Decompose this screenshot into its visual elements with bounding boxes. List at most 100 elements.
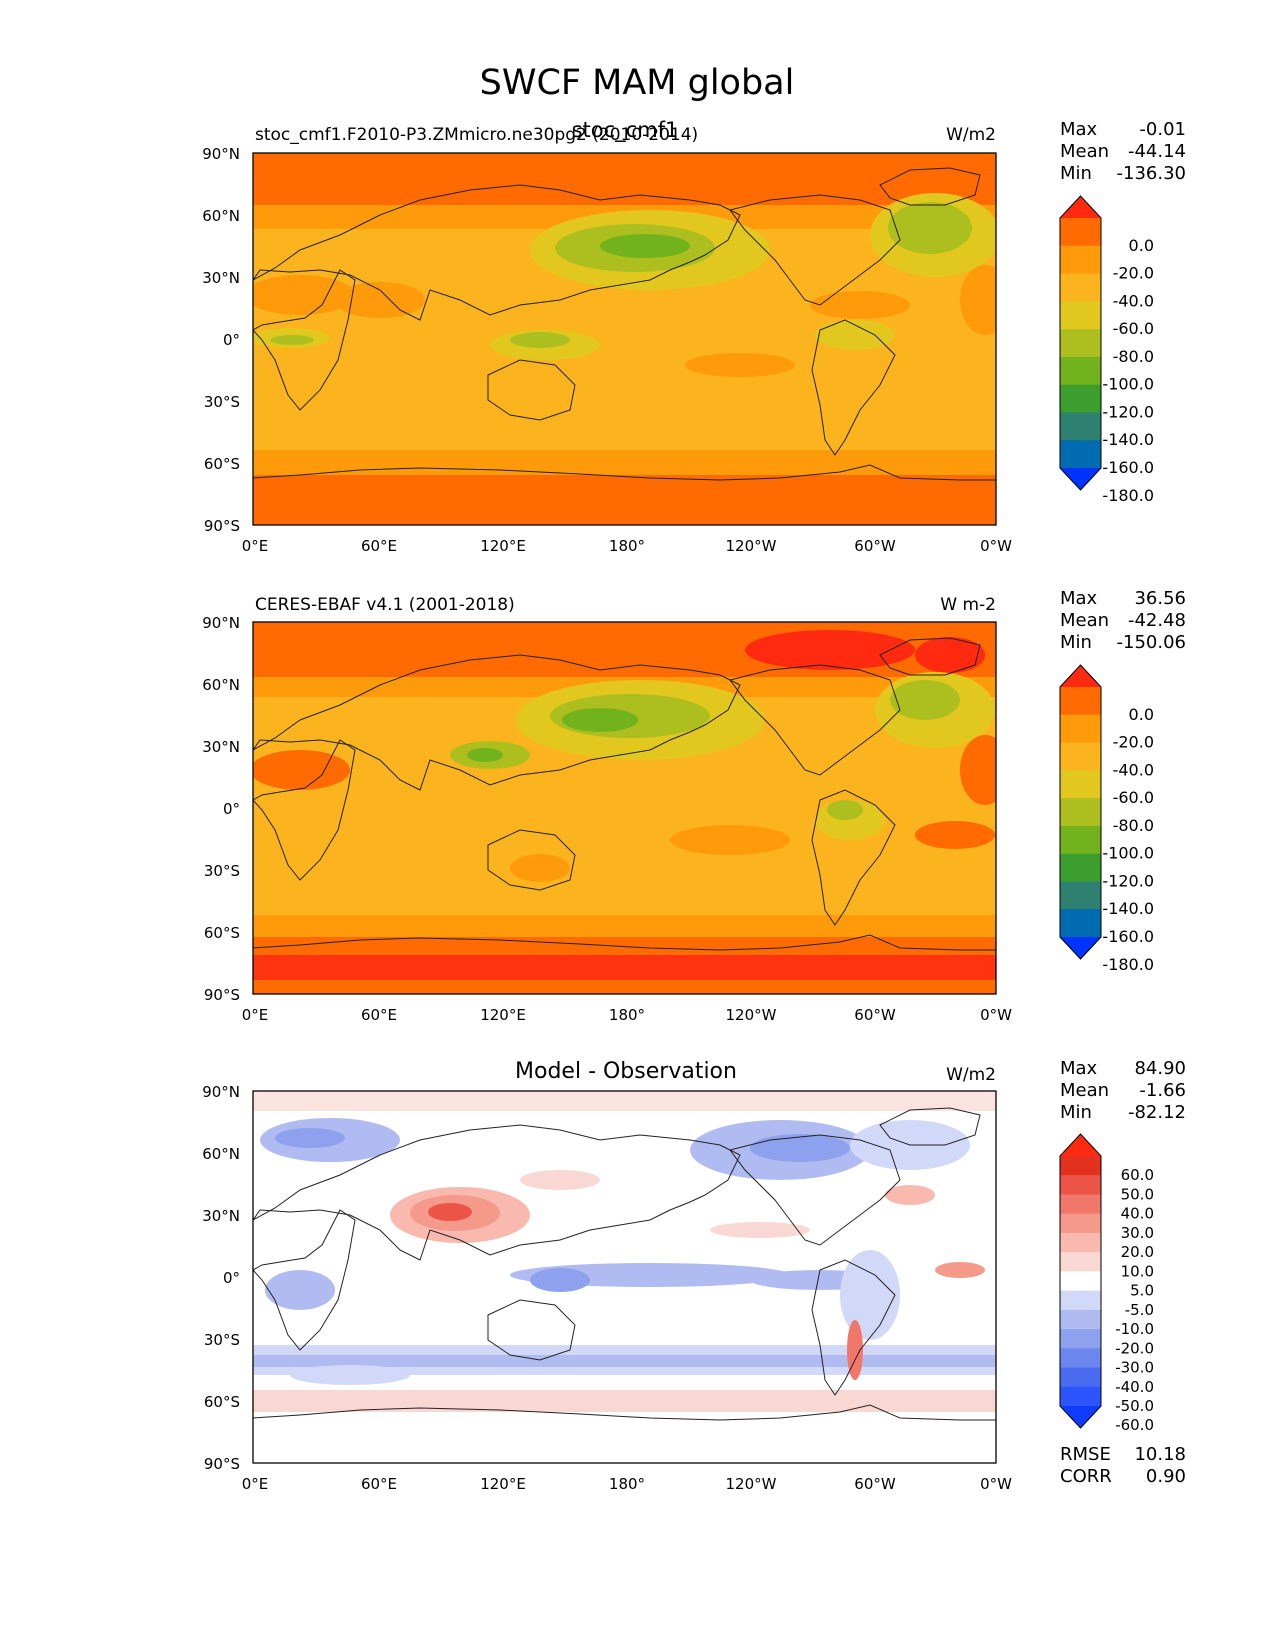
ytick-label: 60°S	[204, 924, 240, 942]
xtick-label: 0°W	[980, 537, 1012, 555]
panel-diff: Model - Observation W/m2	[202, 1058, 1186, 1493]
ytick-label: 90°S	[204, 1455, 240, 1473]
panel-obs-frame	[252, 621, 997, 995]
colorbar-segment	[1060, 384, 1101, 413]
colorbar-segment	[1060, 770, 1101, 799]
xtick-label: 60°W	[854, 1006, 896, 1024]
colorbar-extend-top	[1060, 196, 1101, 218]
panel-obs-colorbar: 0.0 -20.0 -40.0 -60.0 -80.0 -100.0 -120.0 -140.…	[1059, 664, 1154, 974]
panel-model-coastlines	[253, 167, 996, 481]
panel-model-colorbar: 0.0 -20.0 -40.0 -60.0 -80.0 -100.0 -120.0 -140.…	[1059, 195, 1154, 505]
colorbar-tick-label: -10.0	[1115, 1320, 1154, 1338]
panel-diff-title: Model - Observation	[515, 1059, 737, 1084]
colorbar-tick-label: 10.0	[1121, 1262, 1154, 1280]
colorbar-segment	[1060, 1386, 1101, 1407]
colorbar-segment	[1060, 301, 1101, 330]
ytick-label: 90°N	[202, 145, 240, 163]
colorbar-segment	[1060, 329, 1101, 358]
stat-mean-label: Mean	[1060, 141, 1109, 162]
colorbar-tick-label: -30.0	[1115, 1359, 1154, 1377]
colorbar-segment	[1060, 1213, 1101, 1234]
stat-corr-label: CORR	[1060, 1466, 1112, 1487]
ytick-label: 30°N	[202, 269, 240, 287]
colorbar-segment	[1060, 1252, 1101, 1272]
xtick-label: 180°	[609, 537, 645, 555]
colorbar-segment	[1060, 909, 1101, 938]
colorbar-tick-label: -100.0	[1102, 375, 1154, 394]
colorbar-extend-bottom	[1060, 937, 1101, 959]
colorbar-tick-label: -40.0	[1113, 291, 1154, 310]
stat-min-label: Min	[1060, 1102, 1092, 1123]
colorbar-segment	[1060, 440, 1101, 469]
colorbar-segment	[1060, 853, 1101, 882]
figure-title: SWCF MAM global	[480, 63, 795, 103]
xtick-label: 180°	[609, 1006, 645, 1024]
colorbar-segment	[1060, 245, 1101, 275]
stat-min-value: -150.06	[1117, 632, 1186, 653]
colorbar-tick-label: 60.0	[1121, 1166, 1154, 1184]
colorbar-tick-label: -160.0	[1102, 927, 1154, 946]
colorbar-tick-label: -140.0	[1102, 430, 1154, 449]
stat-max-value: 84.90	[1134, 1058, 1186, 1079]
panel-diff-map	[253, 1091, 996, 1463]
ytick-label: 0°	[223, 1269, 240, 1287]
ytick-label: 30°N	[202, 1207, 240, 1225]
colorbar-tick-label: 50.0	[1121, 1185, 1154, 1203]
xtick-label: 120°E	[480, 1006, 526, 1024]
panel-obs-stats: Max 36.56 Mean -42.48 Min -150.06	[1060, 588, 1186, 653]
colorbar-tick-label: -60.0	[1113, 319, 1154, 338]
ytick-label: 30°S	[204, 862, 240, 880]
stat-min-label: Min	[1060, 632, 1092, 653]
ytick-label: 60°S	[204, 455, 240, 473]
stat-mean-value: -44.14	[1128, 141, 1186, 162]
colorbar-tick-label: -120.0	[1102, 871, 1154, 890]
colorbar-tick-label: 0.0	[1129, 705, 1154, 724]
panel-diff-coastlines	[253, 1107, 996, 1421]
colorbar-segment	[1060, 1309, 1101, 1330]
colorbar-tick-label: 20.0	[1121, 1243, 1154, 1261]
colorbar-extend-top	[1060, 665, 1101, 687]
panel-obs-yticks: 90°N 60°N 30°N 0° 30°S 60°S 90°S	[202, 614, 240, 1004]
panel-obs-subtitle: CERES-EBAF v4.1 (2001-2018)	[255, 595, 515, 615]
colorbar-segment	[1060, 218, 1101, 247]
colorbar-segment	[1060, 881, 1101, 910]
panel-diff-stats: Max 84.90 Mean -1.66 Min -82.12 RMSE 10.…	[1060, 1058, 1186, 1487]
stat-min-label: Min	[1060, 163, 1092, 184]
colorbar-tick-label: -40.0	[1113, 760, 1154, 779]
xtick-label: 60°W	[854, 537, 896, 555]
xtick-label: 120°E	[480, 1475, 526, 1493]
ytick-label: 30°S	[204, 1331, 240, 1349]
xtick-label: 0°E	[242, 1006, 269, 1024]
panel-model-units: W/m2	[946, 125, 996, 145]
panel-diff-colorbar: 60.050.0 40.030.020.010.0 5.0-5.0-10.0-20.…	[1059, 1133, 1154, 1434]
panel-model-title: stoc_cmf1	[572, 118, 679, 143]
stat-max-label: Max	[1060, 119, 1098, 140]
xtick-label: 0°E	[242, 537, 269, 555]
stat-rmse-label: RMSE	[1060, 1444, 1111, 1465]
colorbar-tick-label: 40.0	[1121, 1205, 1154, 1223]
colorbar-tick-label: -180.0	[1102, 955, 1154, 974]
xtick-label: 60°E	[361, 1475, 397, 1493]
xtick-label: 0°W	[980, 1475, 1012, 1493]
colorbar-tick-label: -160.0	[1102, 458, 1154, 477]
panel-model-stats: Max -0.01 Mean -44.14 Min -136.30	[1060, 119, 1186, 184]
colorbar-extend-bottom	[1060, 468, 1101, 490]
ytick-label: 0°	[223, 800, 240, 818]
panel-obs-units: W m-2	[940, 595, 996, 615]
stat-max-value: 36.56	[1134, 588, 1186, 609]
ytick-label: 90°N	[202, 614, 240, 632]
colorbar-segment	[1060, 273, 1101, 302]
ytick-label: 90°S	[204, 517, 240, 535]
colorbar-tick-label: -50.0	[1115, 1397, 1154, 1415]
panel-model: stoc_cmf1.F2010-P3.ZMmicro.ne30pg2 (2010…	[202, 118, 1186, 555]
xtick-label: 120°W	[726, 1475, 777, 1493]
colorbar-segment	[1060, 412, 1101, 441]
colorbar-tick-label: -20.0	[1113, 733, 1154, 752]
colorbar-tick-label: -40.0	[1115, 1378, 1154, 1396]
colorbar-segment	[1060, 1175, 1101, 1195]
colorbar-segment	[1060, 1271, 1101, 1292]
xtick-label: 180°	[609, 1475, 645, 1493]
colorbar-tick-label: -60.0	[1115, 1416, 1154, 1434]
stat-max-value: -0.01	[1139, 119, 1186, 140]
